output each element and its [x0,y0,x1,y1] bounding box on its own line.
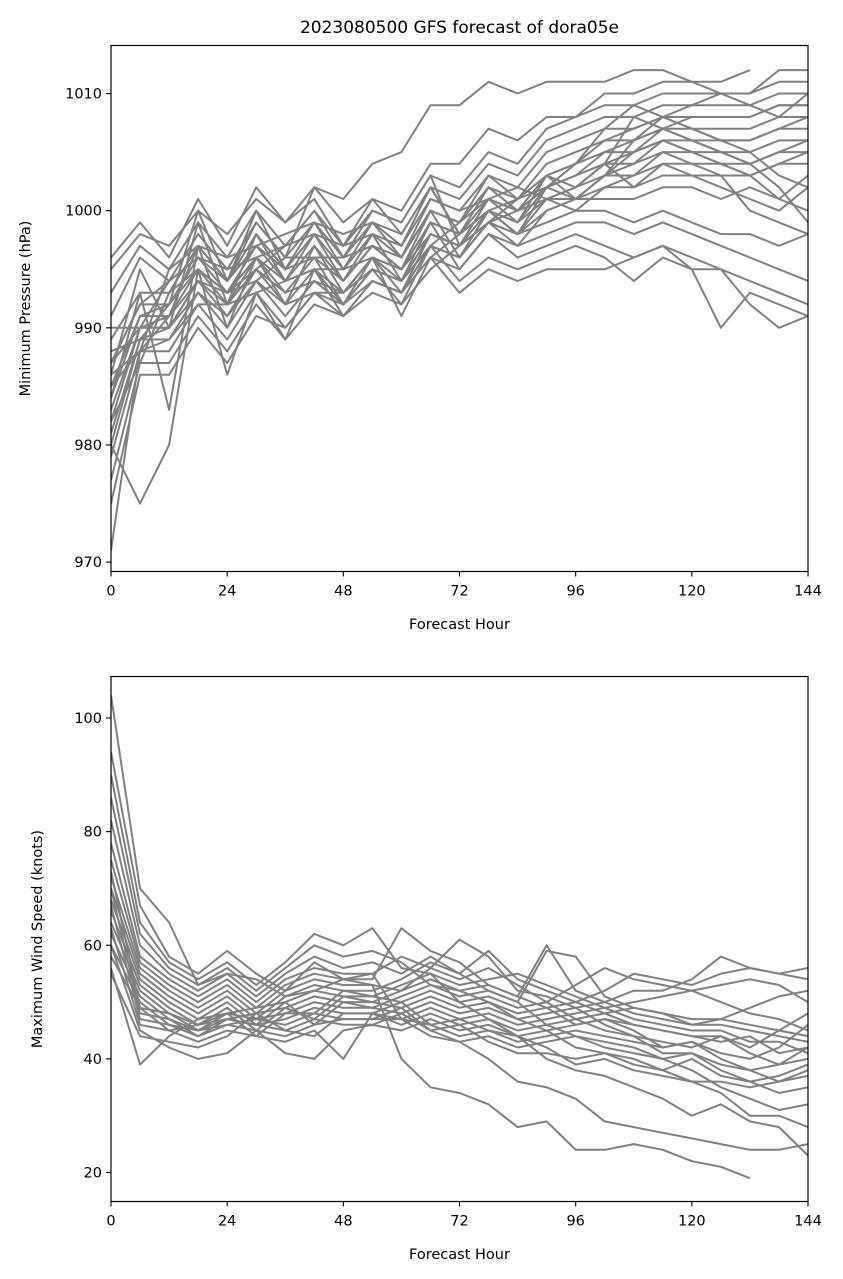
pressure-series-group [111,69,808,551]
wind-panel: 0 24 48 72 96 120 144 20 40 60 80 100 Forecast Hou… [30,675,822,1263]
pressure-series-line [111,116,808,422]
wind-y-tick-label: 60 [84,938,102,954]
pressure-series-line [111,127,808,505]
pressure-y-tick-label: 990 [74,321,102,337]
wind-series-line [111,871,808,1089]
pressure-series-line [111,139,808,446]
wind-x-tick-label: 144 [794,1214,822,1230]
wind-x-tick-label: 0 [106,1214,115,1230]
pressure-y-tick-label: 1010 [65,87,102,103]
pressure-series-line [111,139,808,504]
pressure-x-tick-label: 120 [678,584,706,600]
wind-series-line [111,751,808,1151]
pressure-series-line [111,104,808,399]
wind-y-tick-label: 80 [84,825,102,841]
wind-x-tick-label: 48 [334,1214,352,1230]
pressure-series-line [111,69,808,259]
pressure-y-tick-label: 970 [74,555,102,571]
pressure-panel: 0 24 48 72 96 120 144 970 980 990 1000 1010 Foreca… [18,44,822,633]
wind-series-line [111,899,808,1055]
wind-x-tick-label: 96 [566,1214,584,1230]
pressure-x-axis: 0 24 48 72 96 120 144 [106,571,822,600]
wind-series-line [111,927,808,1060]
pressure-series-line [111,151,808,411]
wind-series-group [111,695,808,1180]
pressure-x-tick-label: 48 [334,584,352,600]
wind-y-tick-label: 20 [84,1166,102,1182]
pressure-series-line [111,162,808,434]
wind-y-tick-label: 100 [74,711,102,727]
wind-series-line [111,905,808,1072]
pressure-x-axis-label: Forecast Hour [409,617,510,633]
wind-series-line [111,876,808,1066]
pressure-x-tick-label: 144 [794,584,822,600]
wind-x-tick-label: 24 [218,1214,236,1230]
pressure-series-line [111,80,808,270]
wind-y-axis: 20 40 60 80 100 [74,711,111,1182]
pressure-series-line [111,209,808,376]
pressure-x-tick-label: 72 [450,584,468,600]
wind-series-line [111,888,808,1083]
pressure-y-tick-label: 1000 [65,204,102,220]
pressure-series-line [111,69,751,551]
wind-x-axis: 0 24 48 72 96 120 144 [106,1201,822,1230]
wind-x-tick-label: 120 [678,1214,706,1230]
wind-series-line [111,774,808,1157]
pressure-y-axis: 970 980 990 1000 1010 [65,87,111,571]
wind-y-tick-label: 40 [84,1052,102,1068]
wind-x-tick-label: 72 [450,1214,468,1230]
pressure-y-tick-label: 980 [74,438,102,454]
wind-series-line [111,695,751,1180]
pressure-x-tick-label: 0 [106,584,115,600]
wind-series-line [111,967,808,1066]
pressure-plot-frame [110,44,809,573]
figure-title: 2023080500 GFS forecast of dora05e [300,18,619,38]
wind-series-line [111,944,808,1060]
wind-y-axis-label: Maximum Wind Speed (knots) [30,830,46,1048]
pressure-x-tick-label: 96 [566,584,584,600]
pressure-y-axis-label: Minimum Pressure (hPa) [18,221,34,397]
pressure-series-line [111,116,808,481]
wind-x-axis-label: Forecast Hour [409,1247,510,1263]
pressure-x-tick-label: 24 [218,584,236,600]
